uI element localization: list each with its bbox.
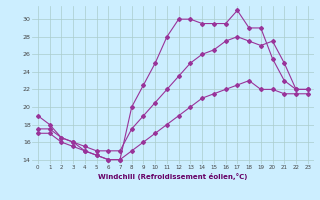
X-axis label: Windchill (Refroidissement éolien,°C): Windchill (Refroidissement éolien,°C) — [98, 173, 247, 180]
